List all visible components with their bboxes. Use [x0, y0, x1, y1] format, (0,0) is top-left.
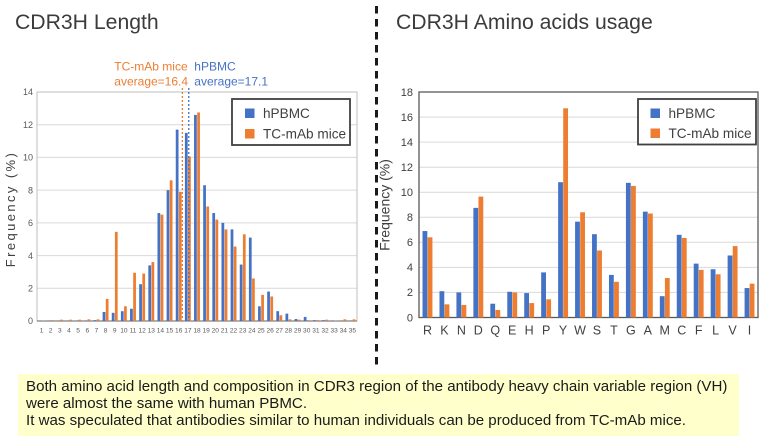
svg-text:Q: Q: [490, 324, 500, 338]
svg-text:18: 18: [401, 87, 413, 99]
svg-text:18: 18: [193, 328, 201, 335]
svg-text:8: 8: [28, 185, 33, 195]
svg-text:2: 2: [407, 287, 413, 299]
svg-text:17: 17: [184, 328, 192, 335]
svg-text:hPBMC: hPBMC: [194, 59, 236, 73]
svg-text:8: 8: [407, 212, 413, 224]
svg-text:0: 0: [28, 316, 33, 326]
svg-text:4: 4: [67, 328, 71, 335]
svg-text:25: 25: [257, 328, 265, 335]
svg-text:A: A: [644, 324, 653, 338]
svg-text:19: 19: [202, 328, 210, 335]
svg-text:22: 22: [230, 328, 238, 335]
svg-text:Y: Y: [559, 324, 568, 338]
svg-text:12: 12: [401, 162, 413, 174]
svg-text:23: 23: [239, 328, 247, 335]
svg-text:I: I: [748, 324, 751, 338]
svg-text:0: 0: [407, 312, 413, 324]
svg-text:26: 26: [266, 328, 274, 335]
svg-text:R: R: [423, 324, 432, 338]
svg-text:8: 8: [104, 328, 108, 335]
svg-text:Frequency (%): Frequency (%): [377, 159, 393, 251]
svg-text:4: 4: [407, 262, 413, 274]
svg-text:Frequency (%): Frequency (%): [3, 151, 18, 267]
svg-text:K: K: [440, 324, 449, 338]
svg-text:5: 5: [76, 328, 80, 335]
svg-text:21: 21: [221, 328, 229, 335]
svg-text:10: 10: [23, 153, 33, 163]
svg-text:TC-mAb mice: TC-mAb mice: [669, 126, 752, 141]
svg-text:3: 3: [58, 328, 62, 335]
svg-text:7: 7: [95, 328, 99, 335]
svg-text:W: W: [574, 324, 586, 338]
svg-text:V: V: [728, 324, 737, 338]
svg-text:6: 6: [407, 237, 413, 249]
svg-text:hPBMC: hPBMC: [263, 106, 310, 121]
svg-text:12: 12: [23, 120, 33, 130]
svg-text:M: M: [660, 324, 670, 338]
svg-text:1: 1: [40, 328, 44, 335]
svg-text:6: 6: [85, 328, 89, 335]
svg-text:L: L: [712, 324, 719, 338]
svg-text:16: 16: [401, 112, 413, 124]
svg-text:F: F: [695, 324, 703, 338]
svg-text:T: T: [610, 324, 618, 338]
svg-text:32: 32: [321, 328, 329, 335]
svg-text:29: 29: [294, 328, 302, 335]
svg-text:10: 10: [120, 328, 128, 335]
svg-text:E: E: [508, 324, 516, 338]
svg-text:31: 31: [312, 328, 320, 335]
svg-text:27: 27: [276, 328, 284, 335]
svg-text:P: P: [542, 324, 550, 338]
svg-text:9: 9: [113, 328, 117, 335]
svg-text:D: D: [474, 324, 483, 338]
svg-text:35: 35: [349, 328, 357, 335]
svg-text:30: 30: [303, 328, 311, 335]
svg-text:14: 14: [157, 328, 165, 335]
svg-text:S: S: [593, 324, 601, 338]
svg-text:15: 15: [166, 328, 174, 335]
svg-text:28: 28: [285, 328, 293, 335]
svg-text:hPBMC: hPBMC: [669, 106, 716, 121]
svg-text:10: 10: [401, 187, 413, 199]
svg-text:C: C: [677, 324, 686, 338]
svg-text:TC-mAb mice: TC-mAb mice: [114, 59, 188, 73]
svg-text:11: 11: [130, 328, 137, 335]
svg-text:2: 2: [28, 284, 33, 294]
svg-text:TC-mAb mice: TC-mAb mice: [263, 126, 346, 141]
svg-text:20: 20: [212, 328, 220, 335]
svg-text:H: H: [525, 324, 534, 338]
svg-text:24: 24: [248, 328, 256, 335]
svg-text:16: 16: [175, 328, 183, 335]
svg-text:average=17.1: average=17.1: [194, 74, 268, 88]
svg-text:2: 2: [49, 328, 53, 335]
svg-text:G: G: [626, 324, 636, 338]
svg-text:13: 13: [148, 328, 156, 335]
svg-text:14: 14: [401, 137, 413, 149]
svg-text:N: N: [457, 324, 466, 338]
svg-text:average=16.4: average=16.4: [114, 74, 188, 88]
svg-text:14: 14: [23, 87, 33, 97]
svg-text:33: 33: [330, 328, 338, 335]
svg-text:34: 34: [340, 328, 348, 335]
svg-text:6: 6: [28, 218, 33, 228]
svg-text:4: 4: [28, 251, 33, 261]
svg-text:12: 12: [138, 328, 146, 335]
